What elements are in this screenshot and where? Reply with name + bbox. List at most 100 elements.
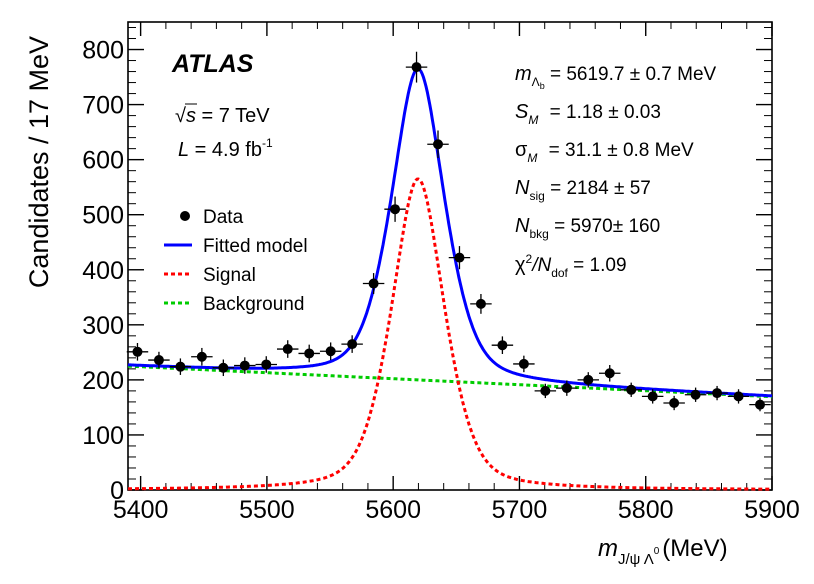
legend: Data Fitted model Signal Background bbox=[164, 207, 308, 315]
x-tick-label: 5600 bbox=[365, 496, 421, 524]
fit-sigma-var: σ bbox=[515, 139, 528, 161]
fit-sigma-sub: M bbox=[527, 151, 537, 165]
data-point-marker bbox=[669, 398, 680, 409]
data-point bbox=[663, 395, 685, 411]
data-point bbox=[599, 365, 621, 382]
energy-var: s bbox=[186, 105, 196, 127]
data-point bbox=[362, 273, 385, 294]
fit-chi-sub: dof bbox=[551, 266, 568, 280]
fit-scale-var: S bbox=[515, 101, 529, 123]
legend-signal-label: Signal bbox=[203, 265, 256, 286]
fit-scale-value: = 1.18 ± 0.03 bbox=[544, 102, 661, 123]
fit-mass-subsub: b bbox=[540, 81, 545, 91]
legend-background-label: Background bbox=[203, 294, 304, 315]
data-points-group bbox=[126, 51, 771, 412]
data-point-marker bbox=[390, 204, 401, 215]
data-point bbox=[298, 344, 320, 363]
data-point-marker bbox=[712, 388, 723, 399]
fit-mass-value: = 5619.7 ± 0.7 MeV bbox=[545, 64, 717, 85]
data-point-marker bbox=[304, 348, 315, 359]
fit-mass-var: m bbox=[515, 63, 532, 85]
x-tick-label: 5800 bbox=[618, 496, 674, 524]
fit-nsig: Nsig = 2184 ± 57 bbox=[515, 177, 651, 203]
data-point-marker bbox=[132, 346, 143, 357]
data-point bbox=[126, 342, 149, 361]
data-point-marker bbox=[518, 358, 529, 369]
y-tick-label: 600 bbox=[82, 147, 124, 175]
sqrt-symbol: √ bbox=[175, 105, 186, 127]
data-point-marker bbox=[561, 383, 572, 394]
luminosity-label: L = 4.9 fb-1 bbox=[178, 136, 273, 161]
data-point-marker bbox=[411, 62, 422, 73]
data-point bbox=[470, 293, 492, 314]
data-point bbox=[191, 347, 213, 366]
data-point-marker bbox=[604, 368, 615, 379]
lumi-var: L bbox=[178, 139, 189, 161]
x-axis-label-sub: J/ψ Λ bbox=[618, 551, 654, 568]
data-point bbox=[749, 398, 771, 412]
data-point bbox=[641, 389, 664, 404]
x-tick-label: 5400 bbox=[113, 496, 169, 524]
data-point bbox=[448, 246, 471, 270]
fit-mass: mΛb = 5619.7 ± 0.7 MeV bbox=[515, 63, 717, 91]
data-point bbox=[234, 357, 256, 374]
data-point-marker bbox=[475, 298, 486, 309]
data-point-marker bbox=[347, 339, 358, 350]
y-tick-label: 500 bbox=[82, 202, 124, 230]
data-point bbox=[706, 385, 728, 401]
data-point-marker bbox=[755, 399, 766, 410]
background-curve bbox=[127, 364, 772, 399]
data-point bbox=[384, 196, 406, 222]
data-point-marker bbox=[153, 355, 164, 366]
fit-scale-sub: M bbox=[528, 113, 538, 127]
data-point bbox=[534, 383, 557, 399]
data-point-marker bbox=[282, 344, 293, 355]
x-axis-label: mJ/ψ Λ0 (MeV) bbox=[598, 535, 728, 568]
legend-data-marker bbox=[180, 211, 190, 221]
data-point bbox=[620, 382, 642, 397]
data-point bbox=[556, 380, 578, 396]
y-tick-label: 800 bbox=[82, 37, 124, 65]
data-point bbox=[212, 359, 235, 377]
data-point-marker bbox=[325, 346, 336, 357]
data-point-marker bbox=[261, 359, 272, 370]
x-axis-label-var: m bbox=[598, 535, 618, 562]
data-point bbox=[255, 356, 278, 373]
fit-mass-sub: Λ bbox=[532, 75, 540, 89]
data-point bbox=[491, 336, 514, 355]
y-tick-label: 200 bbox=[82, 367, 124, 395]
x-axis-label-sup: 0 bbox=[654, 546, 660, 557]
fit-results: mΛb = 5619.7 ± 0.7 MeV SM = 1.18 ± 0.03 … bbox=[515, 63, 717, 280]
data-point-marker bbox=[175, 361, 186, 372]
data-point-marker bbox=[368, 278, 379, 289]
data-point-marker bbox=[583, 374, 594, 385]
data-point-marker bbox=[218, 362, 229, 373]
data-point bbox=[727, 389, 750, 404]
lumi-value: = 4.9 fb bbox=[189, 139, 262, 161]
energy-value: = 7 TeV bbox=[196, 105, 270, 127]
data-point bbox=[513, 355, 535, 373]
y-tick-label: 100 bbox=[82, 422, 124, 450]
experiment-label: ATLAS bbox=[171, 50, 254, 78]
signal-curve bbox=[128, 177, 772, 491]
data-point bbox=[577, 372, 600, 388]
data-point-marker bbox=[540, 385, 551, 396]
fit-chi-exp: 2 bbox=[526, 252, 533, 266]
data-point-marker bbox=[239, 360, 250, 371]
x-tick-label: 5900 bbox=[744, 496, 800, 524]
energy-label: √s = 7 TeV bbox=[175, 105, 270, 127]
fitted-model-curve bbox=[127, 67, 773, 398]
data-point-marker bbox=[647, 391, 658, 402]
fit-scale: SM = 1.18 ± 0.03 bbox=[515, 101, 661, 127]
data-point bbox=[427, 130, 449, 158]
fit-chi-mid: /N bbox=[530, 255, 551, 276]
fit-chi-value: = 1.09 bbox=[568, 255, 627, 276]
plot-frame bbox=[127, 21, 773, 491]
fit-nsig-var: N bbox=[515, 177, 530, 199]
data-point bbox=[277, 340, 299, 358]
data-point-marker bbox=[454, 252, 465, 263]
fit-nbkg: Nbkg = 5970± 160 bbox=[515, 215, 660, 241]
fit-chi2: χ2/Ndof = 1.09 bbox=[515, 252, 627, 280]
fit-chi-var: χ bbox=[515, 254, 526, 276]
